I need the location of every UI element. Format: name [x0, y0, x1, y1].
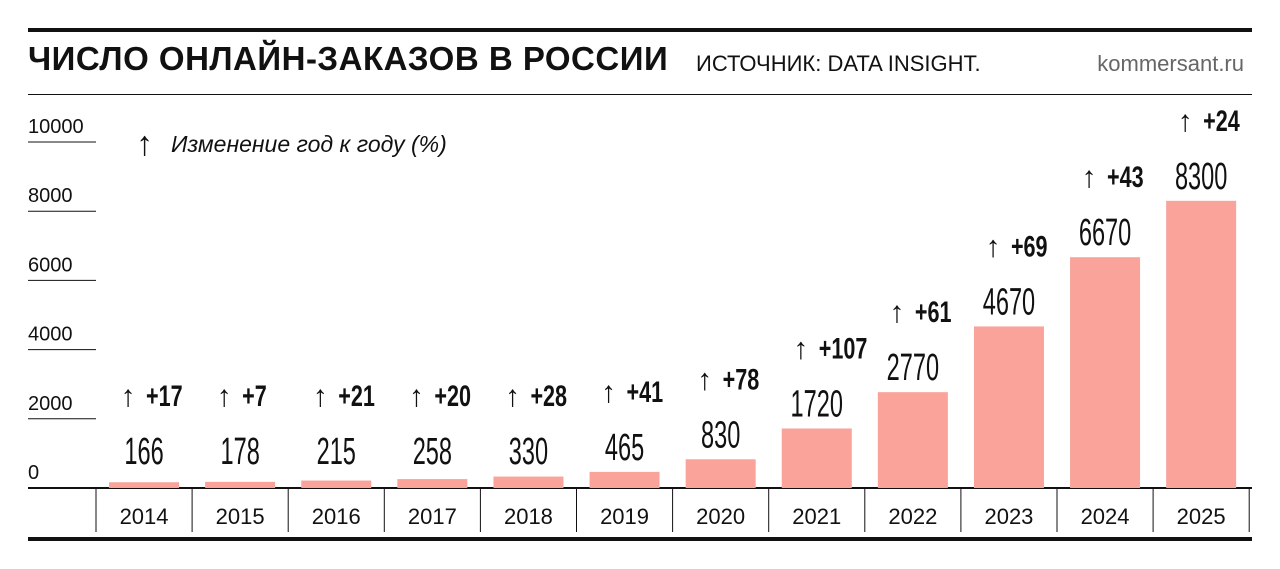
change-label: +20 — [434, 378, 471, 412]
value-label: 215 — [317, 429, 356, 472]
y-tick-label: 6000 — [28, 254, 73, 276]
site-label: kommersant.ru — [1097, 51, 1244, 76]
bar — [685, 459, 756, 488]
x-tick-label: 2018 — [504, 504, 553, 529]
up-arrow-icon: ↑ — [409, 380, 424, 413]
bar — [301, 480, 372, 488]
change-label: +28 — [530, 378, 567, 412]
change-label: +78 — [723, 362, 760, 396]
value-label: 178 — [220, 429, 259, 472]
up-arrow-icon: ↑ — [1178, 105, 1193, 138]
value-label: 4670 — [983, 280, 1035, 323]
up-arrow-icon: ↑ — [313, 380, 328, 413]
change-label: +7 — [242, 378, 267, 412]
bar — [205, 481, 276, 488]
value-label: 166 — [124, 429, 163, 472]
value-label: 830 — [701, 412, 740, 455]
bar — [973, 326, 1044, 488]
legend: ↑ Изменение год к году (%) — [136, 124, 447, 163]
up-arrow-icon: ↑ — [793, 332, 808, 365]
x-tick-label: 2024 — [1081, 504, 1130, 529]
x-tick-label: 2016 — [312, 504, 361, 529]
up-arrow-icon: ↑ — [136, 124, 153, 163]
value-label: 8300 — [1175, 154, 1227, 197]
bar — [397, 479, 468, 488]
x-tick-label: 2015 — [216, 504, 265, 529]
up-arrow-icon: ↑ — [217, 380, 232, 413]
header-rule — [28, 94, 1252, 95]
y-tick-label: 0 — [28, 462, 39, 484]
chart-title: ЧИСЛО ОНЛАЙН-ЗАКАЗОВ В РОССИИ — [28, 40, 669, 77]
bar — [1166, 200, 1237, 488]
bar — [493, 476, 564, 488]
up-arrow-icon: ↑ — [889, 296, 904, 329]
change-label: +41 — [627, 374, 664, 408]
source-label: ИСТОЧНИК: DATA INSIGHT. — [696, 51, 981, 76]
change-label: +69 — [1011, 229, 1048, 263]
y-tick-label: 8000 — [28, 185, 73, 207]
x-tick-label: 2023 — [984, 504, 1033, 529]
bar — [1070, 257, 1141, 488]
change-label: +21 — [338, 378, 375, 412]
x-tick-label: 2017 — [408, 504, 457, 529]
bar — [781, 428, 852, 488]
value-label: 330 — [509, 429, 548, 472]
value-label: 2770 — [887, 345, 939, 388]
up-arrow-icon: ↑ — [121, 380, 136, 413]
x-tick-label: 2025 — [1177, 504, 1226, 529]
legend-label: Изменение год к году (%) — [171, 130, 447, 157]
x-tick-label: 2019 — [600, 504, 649, 529]
value-label: 6670 — [1079, 210, 1131, 253]
change-label: +61 — [915, 295, 952, 329]
value-label: 1720 — [791, 382, 843, 425]
change-label: +17 — [146, 378, 183, 412]
change-label: +24 — [1203, 103, 1240, 137]
x-tick-label: 2022 — [888, 504, 937, 529]
up-arrow-icon: ↑ — [505, 380, 520, 413]
up-arrow-icon: ↑ — [1082, 161, 1097, 194]
bar — [109, 482, 180, 488]
up-arrow-icon: ↑ — [601, 376, 616, 409]
value-label: 465 — [605, 425, 644, 468]
up-arrow-icon: ↑ — [985, 230, 1000, 263]
up-arrow-icon: ↑ — [697, 363, 712, 396]
y-tick-label: 10000 — [28, 116, 84, 138]
x-tick-label: 2020 — [696, 504, 745, 529]
value-label: 258 — [413, 429, 452, 472]
bar — [877, 392, 948, 488]
top-rule — [28, 28, 1252, 32]
bar — [589, 471, 660, 488]
bottom-rule — [28, 537, 1252, 541]
y-tick-label: 4000 — [28, 324, 73, 346]
x-tick-label: 2021 — [792, 504, 841, 529]
y-tick-label: 2000 — [28, 393, 73, 415]
change-label: +107 — [819, 331, 868, 365]
x-tick-label: 2014 — [120, 504, 169, 529]
change-label: +43 — [1107, 160, 1144, 194]
